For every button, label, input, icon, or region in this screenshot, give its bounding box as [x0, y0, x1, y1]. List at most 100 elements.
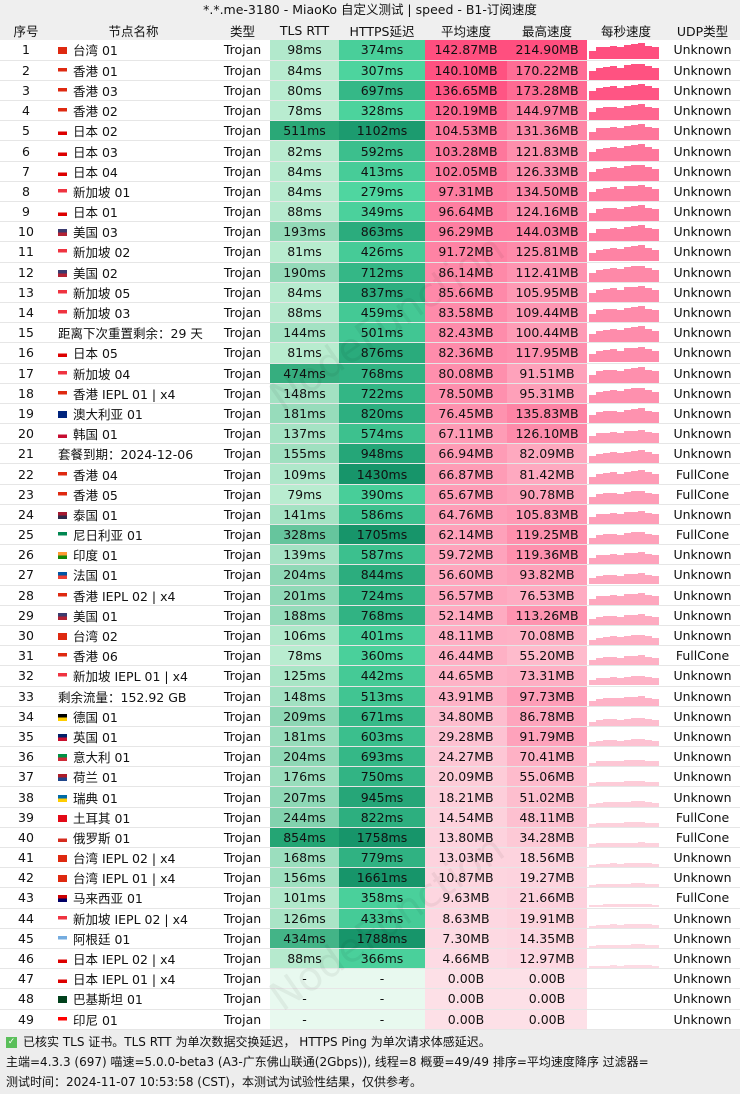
table-row[interactable]: 37 荷兰 01 Trojan 176ms 750ms 20.09MB 55.06MB Unk…: [0, 766, 740, 788]
https-latency: 945ms: [339, 786, 425, 808]
sparkline-bar: [652, 637, 659, 645]
table-row[interactable]: 23 香港 05 Trojan 79ms 390ms 65.67MB 90.78MB Full…: [0, 484, 740, 505]
table-row[interactable]: 41 台湾 IEPL 02 | x4 Trojan 168ms 779ms 13.03MB…: [0, 847, 740, 869]
col-avg-speed[interactable]: 平均速度: [425, 20, 507, 40]
udp-type: Unknown: [665, 766, 740, 788]
table-row[interactable]: 33 剩余流量：152.92 GB Trojan 148ms 513ms 43.91MB 9…: [0, 686, 740, 707]
table-row[interactable]: 32 新加坡 IEPL 01 | x4 Trojan 125ms 442ms 44.65M…: [0, 665, 740, 687]
max-speed: 95.31MB: [507, 383, 587, 404]
col-tls-rtt[interactable]: TLS RTT: [270, 20, 339, 40]
sparkline-bar: [617, 595, 624, 605]
table-row[interactable]: 30 台湾 02 Trojan 106ms 401ms 48.11MB 70.08MB Unk…: [0, 625, 740, 647]
sparkline-bar: [624, 781, 631, 786]
table-row[interactable]: 38 瑞典 01 Trojan 207ms 945ms 18.21MB 51.02MB Unk…: [0, 786, 740, 808]
table-row[interactable]: 45 阿根廷 01 Trojan 434ms 1788ms 7.30MB 14.35MB Un…: [0, 928, 740, 949]
avg-speed: 0.00B: [425, 968, 507, 990]
sparkline-bar: [624, 65, 631, 80]
sparkline-bar: [589, 476, 596, 484]
table-row[interactable]: 47 日本 IEPL 01 | x4 Trojan - -0.00B 0.00B Unkno…: [0, 968, 740, 990]
table-row[interactable]: 15 距离下次重置剩余：29 天 Trojan 144ms 501ms 82.43MB 10…: [0, 322, 740, 344]
table-row[interactable]: 44 新加坡 IEPL 02 | x4 Trojan 126ms 433ms 8.63MB…: [0, 908, 740, 929]
table-row[interactable]: 24 泰国 01 Trojan 141ms 586ms 64.76MB 105.83MB Un…: [0, 504, 740, 526]
row-index: 49: [0, 1009, 52, 1030]
sparkline-bar: [638, 285, 645, 302]
col-per-second[interactable]: 每秒速度: [587, 20, 665, 40]
table-row[interactable]: 3 香港 03 Trojan 80ms 697ms 136.65MB 173.28MB Unk…: [0, 80, 740, 102]
table-row[interactable]: 49 印尼 01 Trojan - -0.00B 0.00B Unknown: [0, 1009, 740, 1030]
sparkline-bar: [638, 104, 645, 120]
sparkline-bar: [645, 924, 652, 928]
table-row[interactable]: 5 日本 02 Trojan 511ms 1102ms 104.53MB 131.36MB U…: [0, 120, 740, 142]
sparkline-bar: [645, 167, 652, 181]
table-row[interactable]: 22 香港 04 Trojan 109ms 1430ms 66.87MB 81.42MB Fu…: [0, 463, 740, 485]
udp-type: Unknown: [665, 40, 740, 61]
table-row[interactable]: 26 印度 01 Trojan 139ms 587ms 59.72MB 119.36MB Un…: [0, 544, 740, 566]
per-second-sparkline: [587, 262, 665, 283]
table-row[interactable]: 17 新加坡 04 Trojan 474ms 768ms 80.08MB 91.51MB Un…: [0, 363, 740, 384]
col-index[interactable]: 序号: [0, 20, 52, 40]
col-https-latency[interactable]: HTTPS延迟: [339, 20, 425, 40]
node-type: Trojan: [215, 665, 270, 687]
table-row[interactable]: 16 日本 05 Trojan 81ms 876ms 82.36MB 117.95MB Unk…: [0, 342, 740, 364]
table-row[interactable]: 4 香港 02 Trojan 78ms 328ms 120.19MB 144.97MB Unk…: [0, 100, 740, 122]
table-row[interactable]: 12 美国 02 Trojan 190ms 712ms 86.14MB 112.41MB Un…: [0, 262, 740, 283]
row-index: 27: [0, 564, 52, 586]
table-row[interactable]: 48 巴基斯坦 01 Trojan - -0.00B 0.00B Unknown: [0, 988, 740, 1010]
table-row[interactable]: 36 意大利 01 Trojan 204ms 693ms 24.27MB 70.41MB Un…: [0, 746, 740, 768]
table-row[interactable]: 13 新加坡 05 Trojan 84ms 837ms 85.66MB 105.95MB Un…: [0, 282, 740, 303]
node-type: Trojan: [215, 383, 270, 404]
table-row[interactable]: 42 台湾 IEPL 01 | x4 Trojan 156ms 1661ms 10.87M…: [0, 867, 740, 889]
table-row[interactable]: 35 英国 01 Trojan 181ms 603ms 29.28MB 91.79MB Unk…: [0, 726, 740, 748]
tls-rtt: 88ms: [270, 948, 339, 970]
sparkline-bar: [631, 145, 638, 161]
table-row[interactable]: 1 台湾 01 Trojan 98ms 374ms 142.87MB 214.90MB Unk…: [0, 40, 740, 61]
table-row[interactable]: 6 日本 03 Trojan 82ms 592ms 103.28MB 121.83MB Unk…: [0, 140, 740, 162]
table-row[interactable]: 20 韩国 01 Trojan 137ms 574ms 67.11MB 126.10MB Un…: [0, 423, 740, 445]
table-row[interactable]: 8 新加坡 01 Trojan 84ms 279ms 97.31MB 134.50MB Unk…: [0, 181, 740, 203]
table-row[interactable]: 39 土耳其 01 Trojan 244ms 822ms 14.54MB 48.11MB Fu…: [0, 807, 740, 828]
col-max-speed[interactable]: 最高速度: [507, 20, 587, 40]
sparkline-bar: [617, 823, 624, 827]
sparkline-bar: [624, 409, 631, 423]
table-row[interactable]: 43 马来西亚 01 Trojan 101ms 358ms 9.63MB 21.66MB Fu…: [0, 887, 740, 909]
sparkline-bar: [610, 328, 617, 342]
sparkline-bar: [645, 452, 652, 463]
sparkline-bar: [596, 371, 603, 383]
sparkline-bar: [603, 698, 610, 706]
table-row[interactable]: 10 美国 03 Trojan 193ms 863ms 96.29MB 144.03MB Un…: [0, 221, 740, 243]
table-row[interactable]: 19 澳大利亚 01 Trojan 181ms 820ms 76.45MB 135.83MB…: [0, 403, 740, 425]
table-row[interactable]: 14 新加坡 03 Trojan 88ms 459ms 83.58MB 109.44MB Un…: [0, 302, 740, 324]
table-row[interactable]: 40 俄罗斯 01 Trojan 854ms 1758ms 13.80MB 34.28MB F…: [0, 827, 740, 849]
udp-type: Unknown: [665, 564, 740, 586]
sparkline-bar: [610, 227, 617, 241]
sparkline-bar: [617, 208, 624, 221]
table-row[interactable]: 21 套餐到期：2024-12-06 Trojan 155ms 948ms 66.94MB…: [0, 443, 740, 465]
table-row[interactable]: 46 日本 IEPL 02 | x4 Trojan 88ms 366ms 4.66MB 12…: [0, 948, 740, 970]
sparkline-bar: [610, 904, 617, 908]
table-row[interactable]: 11 新加坡 02 Trojan 81ms 426ms 91.72MB 125.81MB Un…: [0, 241, 740, 263]
col-name[interactable]: 节点名称: [52, 20, 215, 40]
table-row[interactable]: 27 法国 01 Trojan 204ms 844ms 56.60MB 93.82MB Unk…: [0, 564, 740, 586]
table-row[interactable]: 31 香港 06 Trojan 78ms 360ms 46.44MB 55.20MB Full…: [0, 645, 740, 667]
sparkline-bar: [603, 228, 610, 241]
row-index: 38: [0, 786, 52, 808]
table-row[interactable]: 2 香港 01 Trojan 84ms 307ms 140.10MB 170.22MB Unk…: [0, 60, 740, 81]
col-udp-type[interactable]: UDP类型: [665, 20, 740, 40]
table-row[interactable]: 7 日本 04 Trojan 84ms 413ms 102.05MB 126.33MB Unk…: [0, 161, 740, 182]
sparkline-bar: [589, 905, 596, 908]
sparkline-bar: [610, 594, 617, 605]
node-name: 香港 IEPL 02 | x4: [52, 585, 215, 606]
sparkline-bar: [652, 678, 659, 685]
sparkline-bar: [638, 184, 645, 201]
max-speed: 0.00B: [507, 1009, 587, 1030]
col-type[interactable]: 类型: [215, 20, 270, 40]
row-index: 45: [0, 928, 52, 949]
table-row[interactable]: 29 美国 01 Trojan 188ms 768ms 52.14MB 113.26MB Un…: [0, 605, 740, 626]
tls-rtt: 78ms: [270, 100, 339, 122]
table-row[interactable]: 18 香港 IEPL 01 | x4 Trojan 148ms 722ms 78.50MB…: [0, 383, 740, 404]
table-row[interactable]: 25 尼日利亚 01 Trojan 328ms 1705ms 62.14MB 119.25M…: [0, 524, 740, 546]
per-second-sparkline: [587, 383, 665, 404]
table-row[interactable]: 9 日本 01 Trojan 88ms 349ms 96.64MB 124.16MB Unkn…: [0, 201, 740, 223]
table-row[interactable]: 28 香港 IEPL 02 | x4 Trojan 201ms 724ms 56.57MB…: [0, 585, 740, 606]
table-row[interactable]: 34 德国 01 Trojan 209ms 671ms 34.80MB 86.78MB Unk…: [0, 706, 740, 727]
